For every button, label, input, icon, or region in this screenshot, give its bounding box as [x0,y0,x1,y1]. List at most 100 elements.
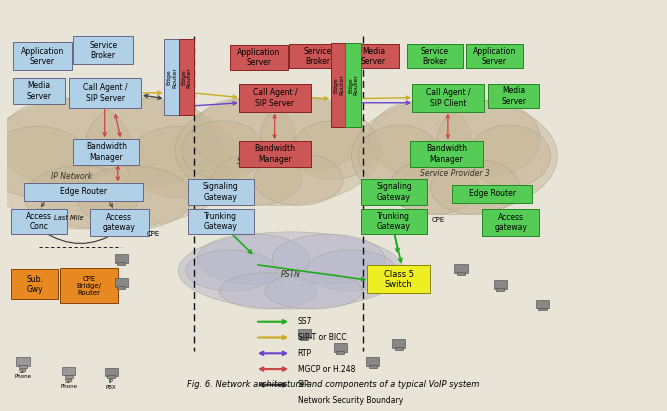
Ellipse shape [192,98,295,170]
FancyBboxPatch shape [187,179,253,205]
Text: Trunking
Gateway: Trunking Gateway [204,212,237,231]
FancyBboxPatch shape [536,300,549,308]
Text: Signaling
Gateway: Signaling Gateway [203,182,239,202]
FancyBboxPatch shape [334,343,347,352]
FancyBboxPatch shape [452,185,532,203]
Text: Edge Router: Edge Router [468,189,516,199]
FancyBboxPatch shape [368,266,430,293]
FancyBboxPatch shape [289,44,347,68]
Text: Access
gateway: Access gateway [103,213,136,232]
FancyBboxPatch shape [482,209,540,236]
Text: Call Agent /
SIP Client: Call Agent / SIP Client [426,88,470,108]
FancyBboxPatch shape [73,37,133,65]
Text: Service
Broker: Service Broker [89,41,117,60]
Text: Service
Broker: Service Broker [303,47,332,66]
Text: Signaling
Gateway: Signaling Gateway [376,182,412,202]
Ellipse shape [369,101,472,177]
Text: IP Network
Service Provider 3: IP Network Service Provider 3 [420,158,490,178]
Text: Edge
Router: Edge Router [348,74,358,95]
Text: Bandwidth
Manager: Bandwidth Manager [255,144,295,164]
Text: Trunking
Gateway: Trunking Gateway [377,212,411,231]
FancyBboxPatch shape [346,43,361,127]
FancyBboxPatch shape [60,268,118,303]
Ellipse shape [291,121,374,179]
FancyBboxPatch shape [361,209,427,234]
FancyBboxPatch shape [410,141,482,167]
FancyBboxPatch shape [336,351,344,354]
FancyBboxPatch shape [488,84,540,108]
Ellipse shape [175,95,381,206]
FancyBboxPatch shape [297,330,311,338]
FancyBboxPatch shape [17,357,29,365]
FancyBboxPatch shape [115,278,127,286]
FancyBboxPatch shape [538,307,547,310]
Text: Media
Server: Media Server [361,47,386,66]
Ellipse shape [186,250,276,291]
Text: Access
Conc: Access Conc [27,212,52,231]
FancyBboxPatch shape [105,368,118,376]
Text: Media
Server: Media Server [502,86,526,106]
Ellipse shape [178,232,404,309]
FancyBboxPatch shape [19,365,27,368]
FancyBboxPatch shape [395,347,403,350]
FancyBboxPatch shape [230,45,287,70]
Text: Sub.
Gwy: Sub. Gwy [26,275,43,294]
Ellipse shape [219,273,317,309]
Text: Service
Broker: Service Broker [421,47,449,66]
Ellipse shape [86,99,218,186]
FancyBboxPatch shape [412,84,484,112]
Ellipse shape [0,127,90,197]
FancyBboxPatch shape [239,84,311,112]
FancyBboxPatch shape [89,209,149,236]
FancyBboxPatch shape [366,357,380,365]
Text: SIP: SIP [297,380,309,389]
Text: Edge Router: Edge Router [60,187,107,196]
Text: MGCP or H.248: MGCP or H.248 [297,365,355,374]
Text: Edge
Router: Edge Router [181,67,191,88]
Ellipse shape [306,250,396,291]
Ellipse shape [430,159,520,215]
FancyBboxPatch shape [164,39,180,115]
Ellipse shape [468,125,550,187]
FancyBboxPatch shape [13,42,72,70]
FancyBboxPatch shape [187,209,253,234]
FancyBboxPatch shape [466,44,523,68]
Text: Call Agent /
SIP Server: Call Agent / SIP Server [253,88,297,108]
Ellipse shape [261,98,364,170]
Text: IP Network
Service Provider 2: IP Network Service Provider 2 [237,146,306,166]
Ellipse shape [77,166,192,229]
FancyBboxPatch shape [11,269,57,299]
Ellipse shape [213,153,302,206]
Text: IP Network
Service Provider 1: IP Network Service Provider 1 [37,172,107,192]
Text: PSTN: PSTN [281,270,301,279]
Text: Bandwidth
Manager: Bandwidth Manager [426,144,467,164]
Text: Media
Server: Media Server [27,81,51,101]
Text: Application
Server: Application Server [473,47,516,66]
FancyBboxPatch shape [300,337,308,340]
FancyBboxPatch shape [494,280,507,289]
FancyBboxPatch shape [117,286,125,289]
Ellipse shape [438,101,540,177]
FancyBboxPatch shape [348,44,399,68]
Ellipse shape [197,234,309,284]
Text: SIP-T or BICC: SIP-T or BICC [297,333,346,342]
FancyBboxPatch shape [407,44,463,68]
Text: CPE: CPE [147,231,160,237]
Ellipse shape [352,97,558,215]
Text: Application
Server: Application Server [21,47,64,66]
FancyBboxPatch shape [331,43,347,127]
Ellipse shape [0,95,240,229]
Text: Access
gateway: Access gateway [494,213,527,232]
Text: Application
Server: Application Server [237,48,281,67]
FancyBboxPatch shape [65,374,73,378]
Ellipse shape [182,121,264,179]
Text: SS7: SS7 [297,317,312,326]
Text: RTP: RTP [297,349,311,358]
FancyBboxPatch shape [239,141,311,167]
Text: Bandwidth
Manager: Bandwidth Manager [86,142,127,162]
FancyBboxPatch shape [392,339,406,348]
Text: Network Security Boundary: Network Security Boundary [297,396,403,405]
Text: CPE: CPE [432,217,445,223]
FancyBboxPatch shape [62,367,75,375]
Ellipse shape [390,159,478,215]
